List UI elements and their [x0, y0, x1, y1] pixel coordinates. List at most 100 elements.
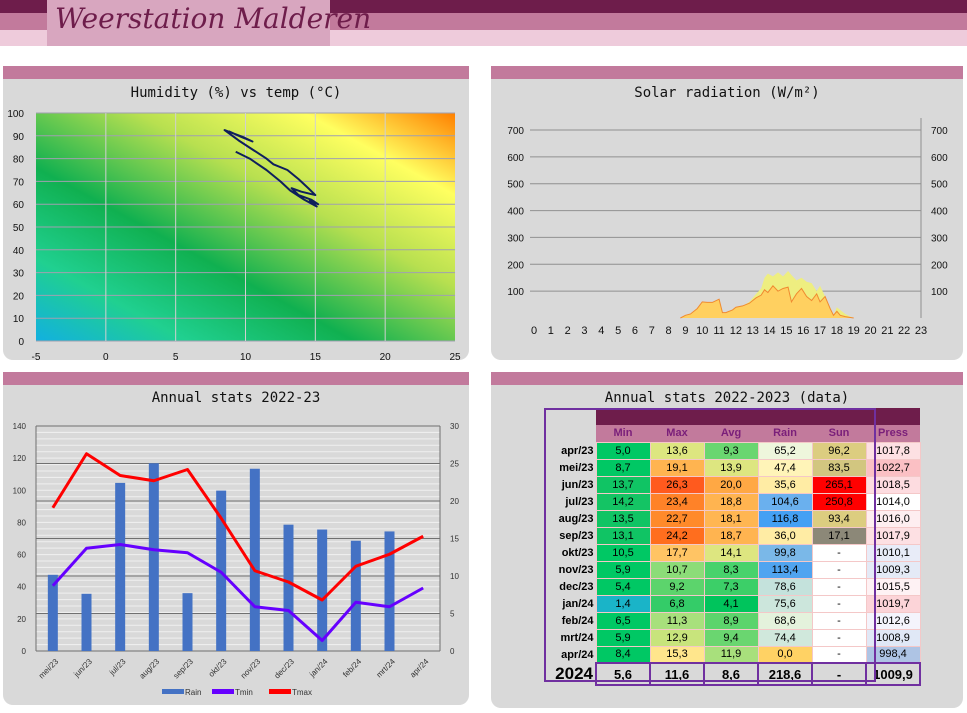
y-left-tick-label: 100	[13, 486, 27, 495]
table-cell: 250,8	[811, 492, 867, 511]
rain-bar	[384, 531, 395, 651]
table-cell: 17,1	[811, 526, 867, 545]
x-tick-label: 9	[682, 325, 688, 337]
rain-bar	[115, 482, 126, 651]
column-header: Sun	[812, 425, 866, 442]
table-cell: 1015,5	[865, 577, 921, 596]
table-cell: 5,0	[595, 441, 651, 460]
table-cell: 23,4	[649, 492, 705, 511]
y-left-tick-label: 80	[17, 518, 26, 527]
table-cell: 1022,7	[865, 458, 921, 477]
row-label: mrt/24	[544, 629, 596, 646]
table-cell: -	[811, 577, 867, 596]
row-label: nov/23	[544, 561, 596, 578]
x-tick-label: dec/23	[273, 657, 297, 681]
table-cell: 36,0	[757, 526, 813, 545]
table-cell: 1008,9	[865, 628, 921, 647]
table-cell: 75,6	[757, 594, 813, 613]
table-cell: 1019,7	[865, 594, 921, 613]
x-tick-label: apr/24	[408, 657, 431, 680]
empty	[544, 425, 596, 442]
table-cell: 8,7	[595, 458, 651, 477]
x-tick-label: 19	[848, 325, 860, 337]
y-tick-label-right: 600	[931, 153, 948, 164]
x-tick-label: 23	[915, 325, 927, 337]
x-tick-label: 18	[831, 325, 843, 337]
column-header: Min	[596, 425, 650, 442]
y-tick-label-right: 200	[931, 260, 948, 271]
table-cell: 9,2	[649, 577, 705, 596]
table-cell: 113,4	[757, 560, 813, 579]
x-tick-label: aug/23	[138, 657, 162, 681]
table-cell: 96,2	[811, 441, 867, 460]
rain-bar	[283, 524, 294, 651]
x-tick-label: 15	[780, 325, 792, 337]
legend-label: Tmin	[235, 688, 253, 697]
table-cell: 17,7	[649, 543, 705, 562]
table-cell: 9,4	[703, 628, 759, 647]
x-tick-label: 13	[747, 325, 759, 337]
y-right-tick-label: 0	[450, 647, 455, 656]
y-left-tick-label: 120	[13, 454, 27, 463]
table-cell: 1014,0	[865, 492, 921, 511]
table-cell: 5,9	[595, 628, 651, 647]
x-tick-label: 10	[240, 352, 252, 363]
column-header: Rain	[758, 425, 812, 442]
table-row: apr/23 5,0 13,6 9,3 65,2 96,2 1017,8	[544, 441, 921, 460]
table-cell: -	[811, 560, 867, 579]
y-tick-label: 0	[18, 337, 24, 348]
y-left-tick-label: 20	[17, 615, 26, 624]
table-cell: 20,0	[703, 475, 759, 494]
table-cell: 93,4	[811, 509, 867, 528]
table-cell: -	[811, 628, 867, 647]
y-tick-label-left: 700	[507, 126, 524, 137]
y-left-tick-label: 140	[13, 422, 27, 431]
table-cell: -	[811, 645, 867, 664]
y-tick-label: 70	[13, 177, 25, 188]
x-tick-label: 15	[310, 352, 322, 363]
table-cell: 998,4	[865, 645, 921, 664]
panel-bar	[3, 66, 469, 79]
y-right-tick-label: 25	[450, 460, 459, 469]
panel-bar	[491, 372, 963, 385]
legend-swatch	[212, 689, 234, 694]
x-tick-label: sep/23	[172, 657, 196, 681]
y-left-tick-label: 60	[17, 551, 26, 560]
table-row: okt/23 10,5 17,7 14,1 99,8-1010,1	[544, 543, 921, 562]
x-tick-label: 0	[103, 352, 109, 363]
x-tick-label: 5	[615, 325, 621, 337]
row-label: okt/23	[544, 544, 596, 561]
table-cell: 6,5	[595, 611, 651, 630]
y-tick-label-left: 500	[507, 180, 524, 191]
annual-chart-title: Annual stats 2022-23	[151, 390, 321, 406]
y-tick-label: 30	[13, 269, 25, 280]
table-cell: 24,2	[649, 526, 705, 545]
row-label: feb/24	[544, 612, 596, 629]
tmin-line	[51, 543, 424, 642]
table-row: apr/24 8,4 15,3 11,9 0,0-998,4	[544, 645, 921, 664]
x-tick-label: 21	[881, 325, 893, 337]
table-cell: 13,9	[703, 458, 759, 477]
table-cell: 9,3	[703, 441, 759, 460]
y-tick-label: 20	[13, 291, 25, 302]
table-cell: 14,1	[703, 543, 759, 562]
y-tick-label: 90	[13, 132, 25, 143]
y-tick-label-right: 300	[931, 233, 948, 244]
y-right-tick-label: 5	[450, 610, 455, 619]
table-cell: 35,6	[757, 475, 813, 494]
y-tick-label-right: 500	[931, 180, 948, 191]
y-tick-label-right: 400	[931, 207, 948, 218]
x-tick-label: feb/24	[341, 657, 363, 679]
x-tick-label: 4	[598, 325, 604, 337]
row-label: aug/23	[544, 510, 596, 527]
total-label: 2024	[544, 663, 596, 685]
x-tick-label: 16	[797, 325, 809, 337]
table-cell: 13,5	[595, 509, 651, 528]
table-cell: 65,2	[757, 441, 813, 460]
y-tick-label-left: 100	[507, 287, 524, 298]
table-row: dec/23 5,4 9,2 7,3 78,6-1015,5	[544, 577, 921, 596]
rain-bar	[182, 593, 193, 651]
x-tick-label: okt/23	[207, 657, 229, 679]
